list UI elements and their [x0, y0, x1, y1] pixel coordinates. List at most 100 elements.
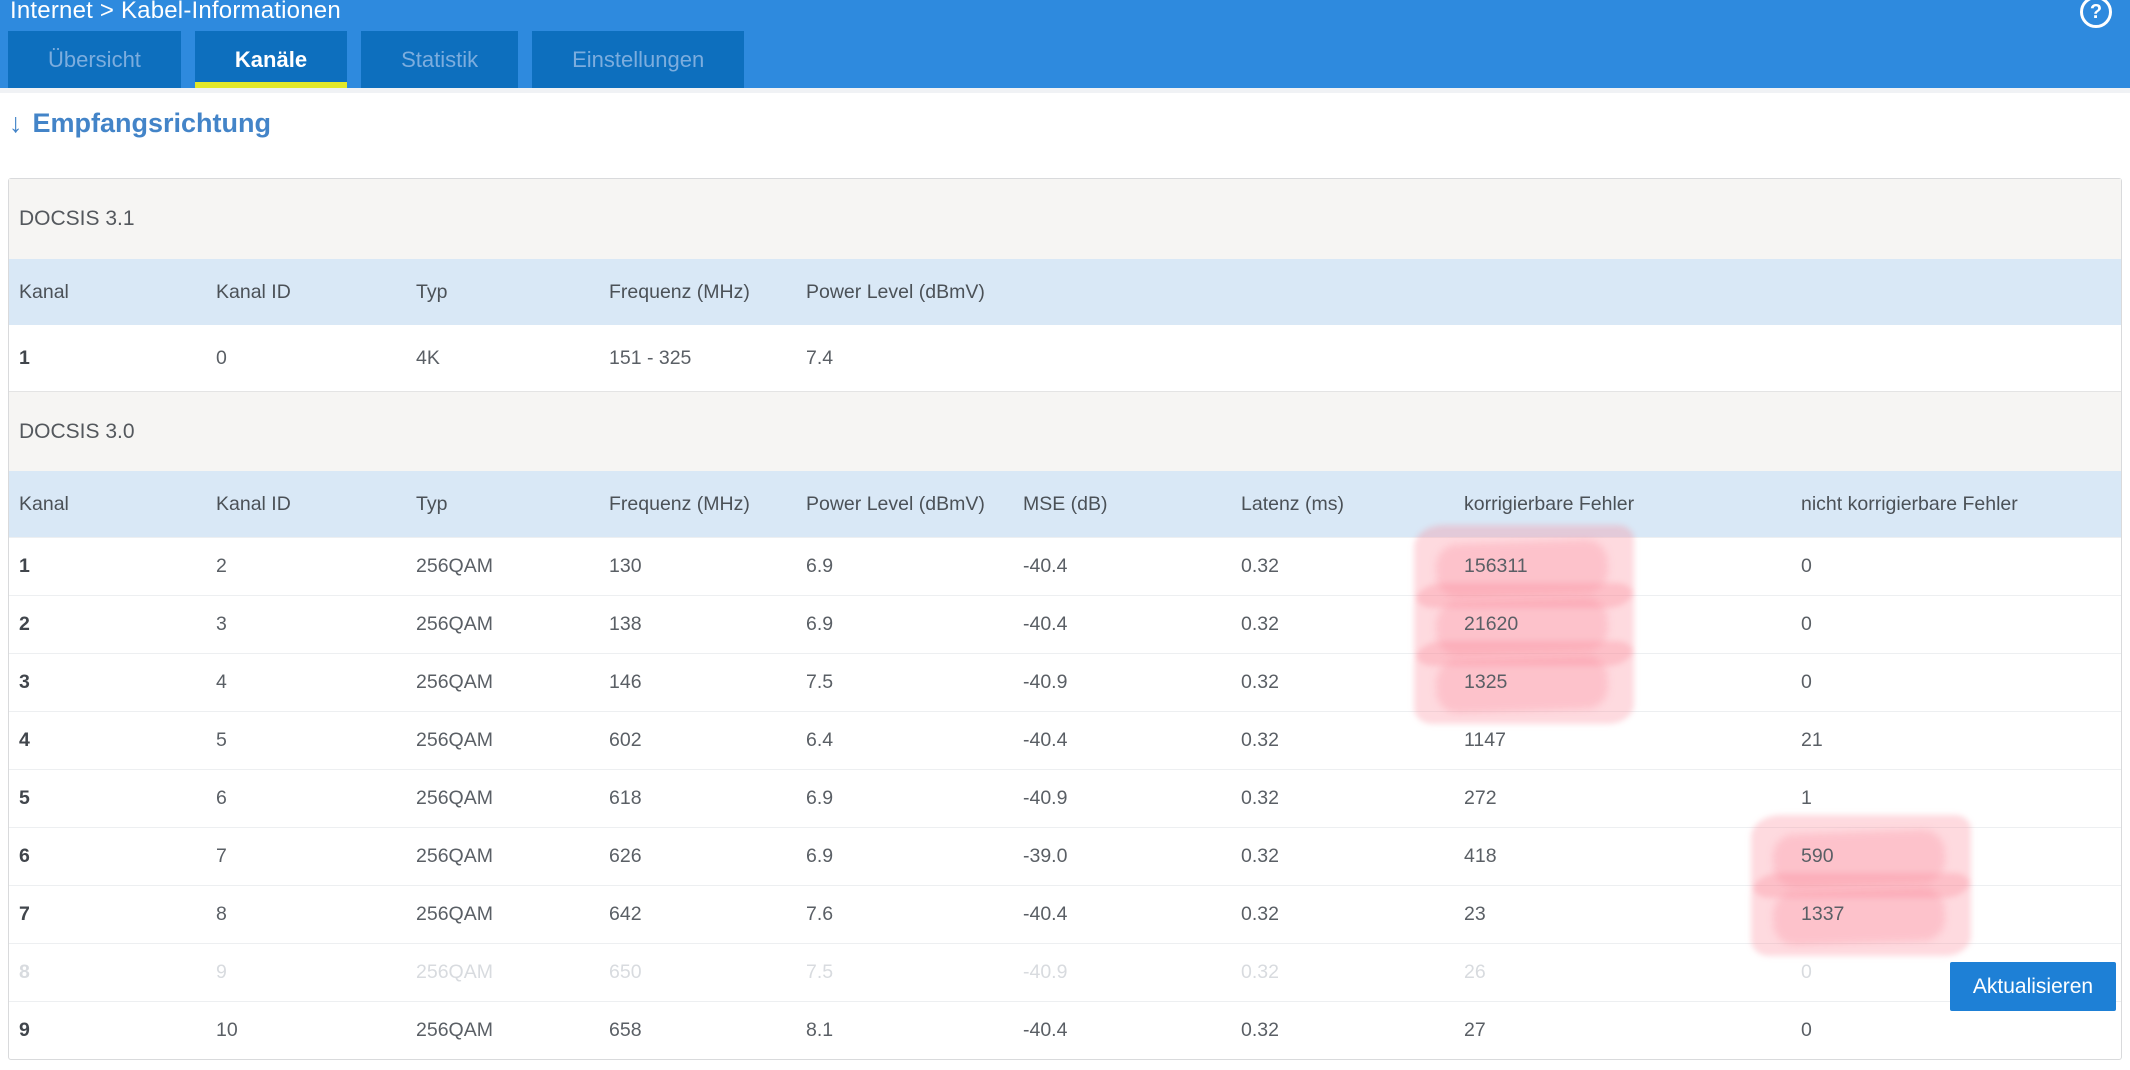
table-cell: 9 — [19, 1002, 216, 1059]
table-cell: 642 — [609, 886, 806, 943]
cell-value: 0.32 — [1241, 787, 1279, 810]
table-cell: 4 — [216, 654, 416, 711]
cell-value: 23 — [1464, 903, 1486, 926]
table-cell: 130 — [609, 538, 806, 595]
column-header: Kanal ID — [216, 259, 416, 325]
table-cell: 138 — [609, 596, 806, 653]
tab-einstellungen[interactable]: Einstellungen — [532, 31, 744, 88]
table-cell: 7.5 — [806, 654, 1023, 711]
cell-value: 0.32 — [1241, 903, 1279, 926]
cell-value: 0.32 — [1241, 671, 1279, 694]
section-title: Empfangsrichtung — [33, 108, 272, 139]
cell-value: 21620 — [1464, 613, 1518, 636]
table-row: 12256QAM1306.9-40.40.321563110 — [9, 537, 2121, 595]
cell-value: 151 - 325 — [609, 347, 691, 370]
cell-value: 642 — [609, 903, 642, 926]
cell-value: 0.32 — [1241, 845, 1279, 868]
table-header-row: KanalKanal IDTypFrequenz (MHz)Power Leve… — [9, 471, 2121, 537]
cell-value: 256QAM — [416, 903, 493, 926]
cell-value: 0 — [1801, 961, 1812, 984]
cell-value: 9 — [216, 961, 227, 984]
cell-value: 6.9 — [806, 845, 833, 868]
cell-value: -40.4 — [1023, 1019, 1067, 1042]
tab-statistik[interactable]: Statistik — [361, 31, 518, 88]
column-header: Frequenz (MHz) — [609, 471, 806, 537]
table-docsis31: DOCSIS 3.1KanalKanal IDTypFrequenz (MHz)… — [9, 179, 2121, 391]
cell-value: 256QAM — [416, 787, 493, 810]
table-cell: 7 — [216, 828, 416, 885]
column-header-label: Latenz (ms) — [1241, 493, 1344, 516]
column-header: Kanal — [19, 471, 216, 537]
table-row: 34256QAM1467.5-40.90.3213250 — [9, 653, 2121, 711]
cell-value: 5 — [216, 729, 227, 752]
cell-value: 256QAM — [416, 729, 493, 752]
help-icon[interactable]: ? — [2080, 0, 2112, 28]
cell-value: 650 — [609, 961, 642, 984]
table-cell: 1 — [19, 538, 216, 595]
table-cell: 5 — [19, 770, 216, 827]
cell-value: -40.4 — [1023, 903, 1067, 926]
table-cell: 3 — [216, 596, 416, 653]
table-cell: 7.6 — [806, 886, 1023, 943]
column-header: Kanal — [19, 259, 216, 325]
table-cell: 1 — [19, 325, 216, 391]
channel-tables: DOCSIS 3.1KanalKanal IDTypFrequenz (MHz)… — [8, 178, 2122, 1060]
top-navigation-bar: Internet > Kabel-Informationen ? Übersic… — [0, 0, 2130, 88]
cell-value: 1325 — [1464, 671, 1507, 694]
table-cell: 6.9 — [806, 596, 1023, 653]
tab-kanäle[interactable]: Kanäle — [195, 31, 347, 88]
table-cell: 10 — [216, 1002, 416, 1059]
table-cell: 0.32 — [1241, 944, 1464, 1001]
table-docsis30: DOCSIS 3.0 Kanal Kanal IDTyp Frequenz (MHz)… — [9, 391, 2121, 1059]
cell-value: 256QAM — [416, 845, 493, 868]
table-cell: 9 — [216, 944, 416, 1001]
column-header: Typ — [416, 259, 609, 325]
column-header: Kanal ID — [216, 471, 416, 537]
table-cell: 0.32 — [1241, 828, 1464, 885]
tab-übersicht[interactable]: Übersicht — [8, 31, 181, 88]
cell-value: 418 — [1464, 845, 1497, 868]
cell-value: 27 — [1464, 1019, 1486, 1042]
table-cell: 6.9 — [806, 538, 1023, 595]
table-cell: 256QAM — [416, 1002, 609, 1059]
cell-value: 0.32 — [1241, 613, 1279, 636]
table-row: 910256QAM6588.1-40.40.32270 — [9, 1001, 2121, 1059]
cell-value: 9 — [19, 1019, 30, 1042]
cell-value: 1337 — [1801, 903, 1844, 926]
cell-value: 1147 — [1464, 729, 1506, 752]
refresh-button[interactable]: Aktualisieren — [1950, 962, 2116, 1011]
cell-value: 0.32 — [1241, 961, 1279, 984]
cell-value: 6.9 — [806, 613, 833, 636]
column-header: Power Level (dBmV) — [806, 259, 2121, 325]
table-cell: 626 — [609, 828, 806, 885]
column-header-label: korrigierbare Fehler — [1464, 493, 1634, 516]
cell-value: 1 — [1801, 787, 1812, 810]
cell-value: 8 — [19, 961, 30, 984]
column-header-label: Kanal — [19, 281, 69, 304]
column-header-label: Kanal — [19, 493, 69, 516]
column-header-label: Typ — [416, 493, 447, 516]
section-band-label: DOCSIS 3.0 — [19, 420, 135, 444]
cell-value: 3 — [19, 671, 30, 694]
tab-label: Kanäle — [235, 47, 307, 73]
cell-value: 0 — [1801, 555, 1812, 578]
table-cell-highlighted: 1337 — [1801, 886, 2121, 943]
cell-value: -39.0 — [1023, 845, 1067, 868]
column-header-label: Frequenz (MHz) — [609, 493, 750, 516]
table-cell: 0.32 — [1241, 770, 1464, 827]
table-cell: 272 — [1464, 770, 1801, 827]
table-cell: -40.4 — [1023, 712, 1241, 769]
table-cell: 0.32 — [1241, 1002, 1464, 1059]
table-cell-highlighted: 1325 — [1464, 654, 1801, 711]
table-cell: -39.0 — [1023, 828, 1241, 885]
table-row: 23256QAM1386.9-40.40.32216200 — [9, 595, 2121, 653]
cell-value: 3 — [216, 613, 227, 636]
down-arrow-icon: ↓ — [9, 108, 23, 139]
table-cell: 7 — [19, 886, 216, 943]
table-cell: 658 — [609, 1002, 806, 1059]
table-cell: -40.4 — [1023, 538, 1241, 595]
column-header-label: MSE (dB) — [1023, 493, 1108, 516]
cell-value: -40.4 — [1023, 613, 1067, 636]
cell-value: 6.4 — [806, 729, 833, 752]
table-cell: 256QAM — [416, 654, 609, 711]
